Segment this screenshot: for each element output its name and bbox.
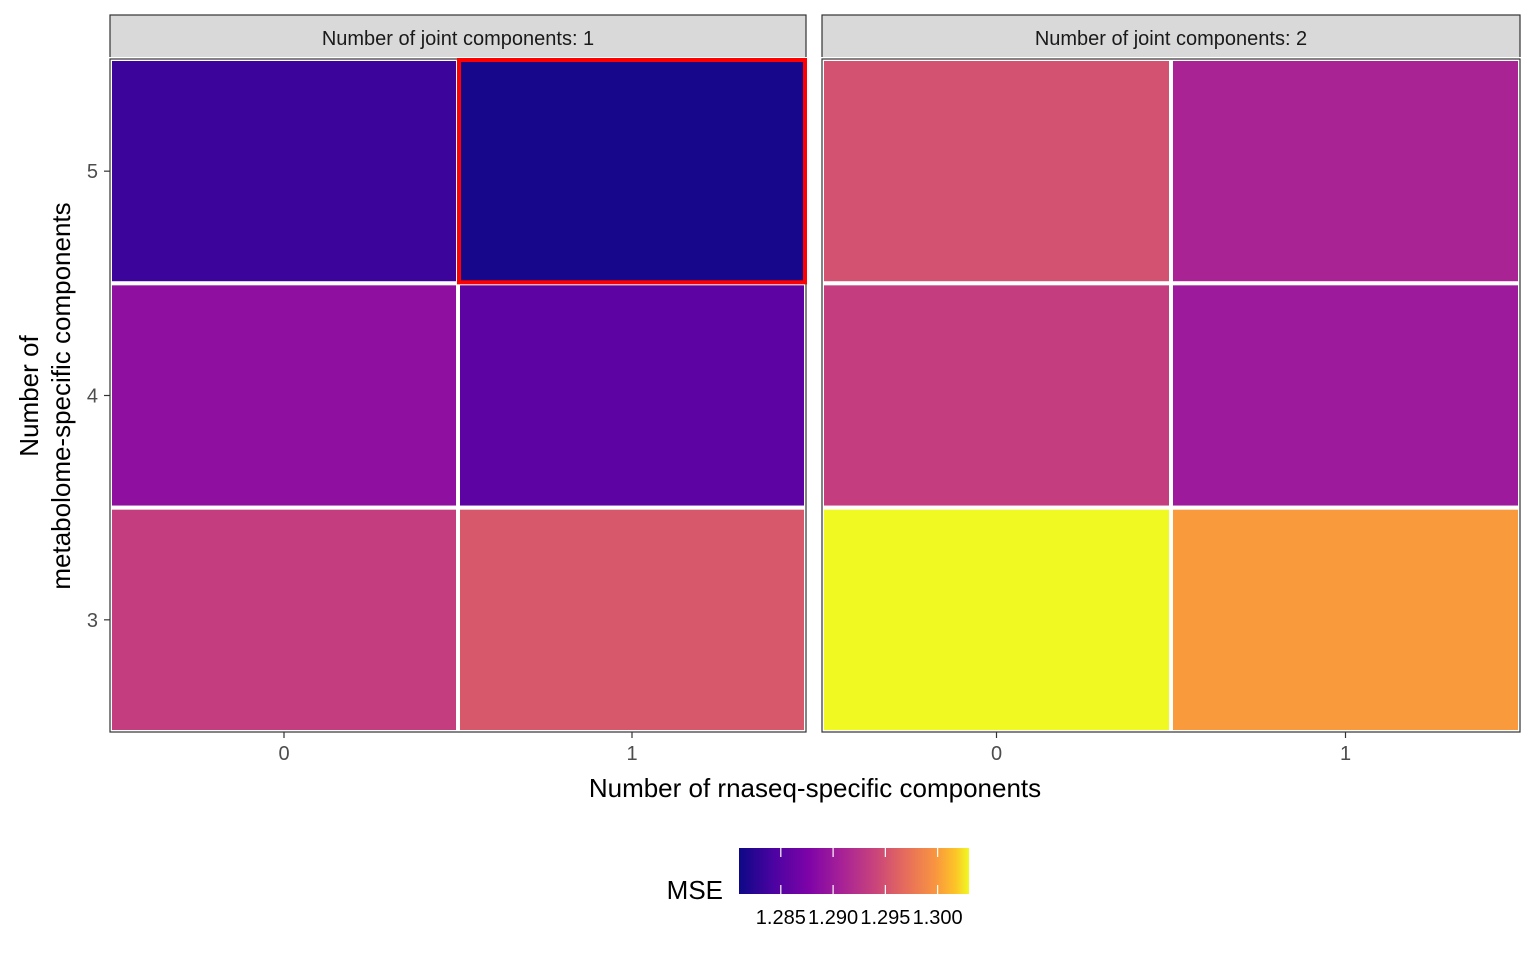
colorbar-ticks: 1.285 1.290 1.295 1.300 <box>756 848 963 929</box>
heatmap-cell <box>456 505 808 734</box>
x-tick-label: 1 <box>626 743 637 765</box>
colorbar-tick-label: 1.300 <box>913 907 963 929</box>
colorbar-title: MSE <box>667 875 723 905</box>
y-tick-label: 5 <box>87 161 98 183</box>
heatmap-cell <box>820 281 1173 510</box>
heatmap-cell <box>456 57 808 286</box>
colorbar-tick-label: 1.290 <box>808 907 858 929</box>
facet-2: Number of joint components: 2 <box>820 14 1522 734</box>
facet-2-panel-border <box>821 58 1521 733</box>
heatmap-cell <box>820 57 1173 286</box>
heatmap-cell <box>108 505 460 734</box>
facet-2-cells <box>820 57 1522 734</box>
highlight-layer <box>457 58 807 285</box>
heatmap-cell <box>1169 505 1522 734</box>
colorbar-tick-label: 1.295 <box>860 907 910 929</box>
y-axis: 3 4 5 <box>87 161 110 632</box>
y-axis-title-line-2: metabolome-specific components <box>46 202 76 589</box>
heatmap-cell <box>108 57 460 286</box>
y-tick-label: 4 <box>87 386 98 408</box>
colorbar-gradient <box>739 848 969 894</box>
facet-1-strip <box>109 14 807 60</box>
y-axis-title-line-1: Number of <box>14 335 44 457</box>
heatmap-cell <box>1169 57 1522 286</box>
x-tick-label: 0 <box>991 743 1002 765</box>
colorbar-legend: MSE 1.285 1.290 1.295 1.300 <box>667 848 969 929</box>
heatmap-cell <box>1169 281 1522 510</box>
facet-2-strip <box>821 14 1521 60</box>
facet-2-strip-label: Number of joint components: 2 <box>1035 28 1307 50</box>
facet-1-strip-label: Number of joint components: 1 <box>322 28 594 50</box>
x-axis: 0 1 0 1 <box>278 732 1351 765</box>
x-axis-title: Number of rnaseq-specific components <box>589 773 1041 803</box>
heatmap-cell <box>820 505 1173 734</box>
heatmap-cell <box>456 281 808 510</box>
heatmap-cell <box>108 281 460 510</box>
colorbar-tick-label: 1.285 <box>756 907 806 929</box>
highlight-box <box>457 58 807 285</box>
x-tick-label: 0 <box>278 743 289 765</box>
y-tick-label: 3 <box>87 610 98 632</box>
x-tick-label: 1 <box>1340 743 1351 765</box>
